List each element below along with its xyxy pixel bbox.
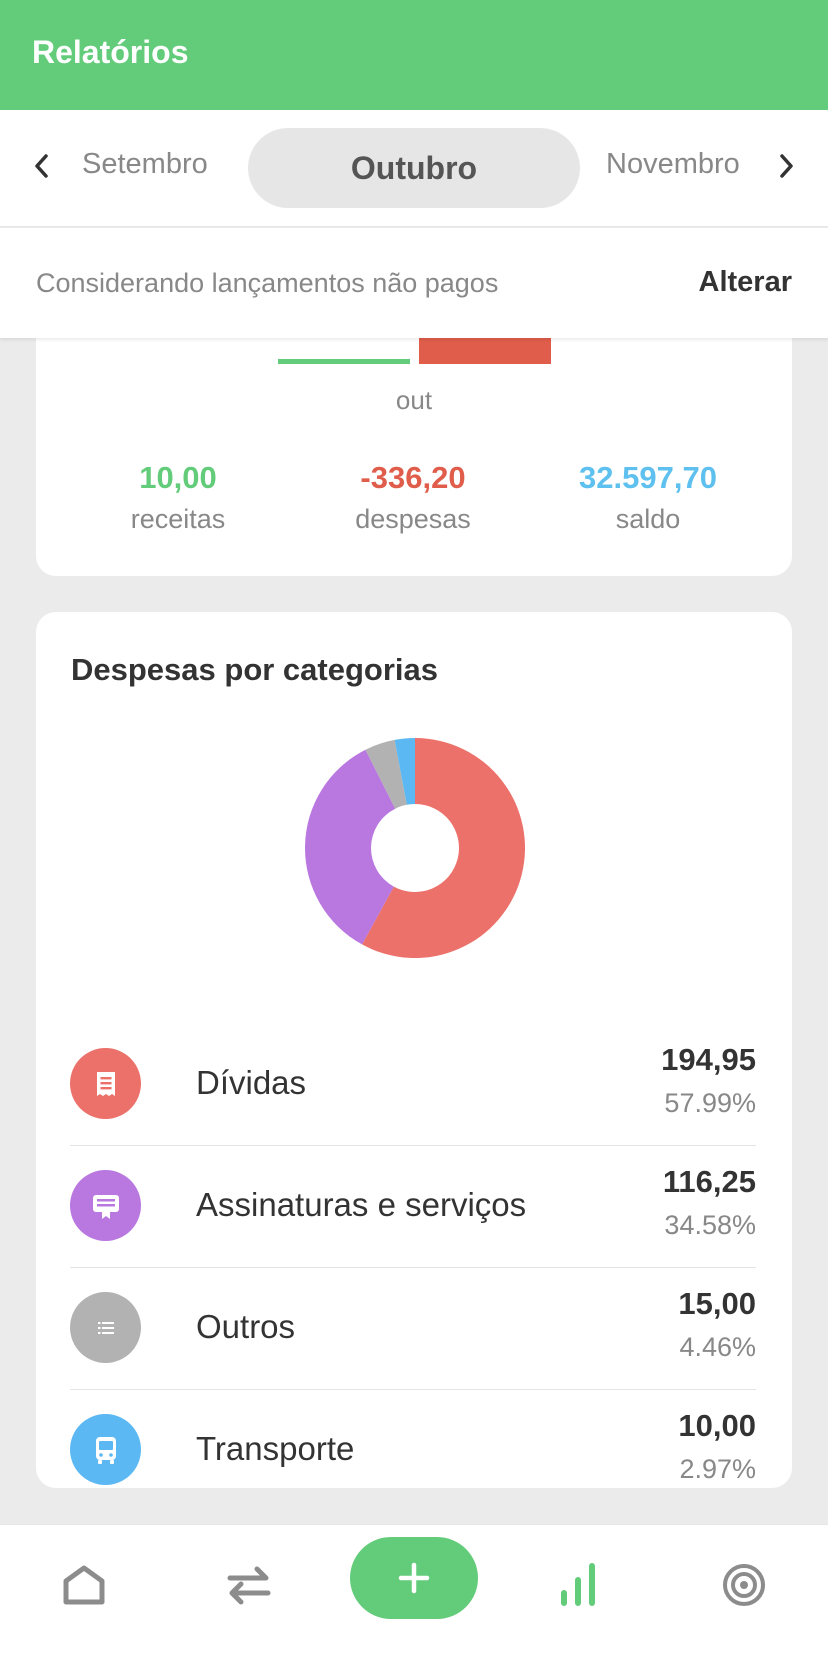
target-icon[interactable] bbox=[714, 1555, 774, 1615]
chevron-right-icon[interactable] bbox=[772, 146, 800, 186]
overview-card bbox=[36, 300, 792, 576]
category-amount: 10,00 bbox=[678, 1408, 756, 1443]
expense-bar bbox=[419, 338, 551, 364]
income-value: 10,00 bbox=[139, 460, 217, 495]
category-percent: 57.99% bbox=[664, 1088, 756, 1118]
expense-summary: -336,20 despesas bbox=[295, 460, 531, 535]
list-icon bbox=[70, 1292, 141, 1363]
bar-chart-icon[interactable] bbox=[548, 1555, 608, 1615]
filter-description: Considerando lançamentos não pagos bbox=[36, 268, 499, 298]
plus-icon bbox=[398, 1562, 430, 1594]
filter-bar: Considerando lançamentos não pagos Alter… bbox=[0, 228, 828, 338]
bar-month-label: out bbox=[395, 385, 433, 415]
previous-month[interactable]: Setembro bbox=[82, 148, 208, 180]
income-bar bbox=[278, 359, 410, 364]
bottom-navigation bbox=[0, 1524, 828, 1654]
category-row[interactable]: Transporte 10,00 2.97% bbox=[70, 1390, 756, 1512]
donut-slice-transporte bbox=[394, 738, 415, 805]
month-selector: Setembro Outubro Novembro bbox=[0, 110, 828, 227]
donut-slice-assinaturas-e-servi-os bbox=[305, 749, 396, 945]
expense-label: despesas bbox=[355, 504, 471, 534]
chevron-left-icon[interactable] bbox=[28, 146, 56, 186]
category-row[interactable]: Dívidas 194,95 57.99% bbox=[70, 1024, 756, 1146]
income-label: receitas bbox=[130, 504, 226, 534]
card-title: Despesas por categorias bbox=[71, 652, 439, 687]
category-donut-chart bbox=[305, 738, 525, 958]
category-name: Assinaturas e serviços bbox=[196, 1186, 527, 1223]
category-row[interactable]: Outros 15,00 4.46% bbox=[70, 1268, 756, 1390]
category-percent: 4.46% bbox=[679, 1332, 756, 1362]
home-icon[interactable] bbox=[54, 1555, 114, 1615]
app-header: Relatórios bbox=[0, 0, 828, 110]
income-summary: 10,00 receitas bbox=[60, 460, 296, 535]
category-name: Dívidas bbox=[196, 1064, 307, 1101]
expenses-by-category-card: Despesas por categorias Dívidas 194,95 5… bbox=[36, 612, 792, 1488]
change-filter-button[interactable]: Alterar bbox=[698, 266, 793, 298]
balance-summary: 32.597,70 saldo bbox=[530, 460, 766, 535]
current-month[interactable]: Outubro bbox=[248, 128, 580, 208]
category-amount: 116,25 bbox=[662, 1164, 756, 1199]
category-percent: 2.97% bbox=[679, 1454, 756, 1484]
donut-slice-outros bbox=[365, 739, 407, 809]
category-row[interactable]: Assinaturas e serviços 116,25 34.58% bbox=[70, 1146, 756, 1268]
category-name: Transporte bbox=[196, 1430, 355, 1467]
receipt-icon bbox=[70, 1048, 141, 1119]
donut-slice-d-vidas bbox=[362, 738, 525, 958]
add-transaction-button[interactable] bbox=[350, 1537, 478, 1619]
category-percent: 34.58% bbox=[664, 1210, 756, 1240]
balance-label: saldo bbox=[615, 504, 681, 534]
page-title: Relatórios bbox=[32, 34, 189, 70]
expense-value: -336,20 bbox=[360, 460, 466, 495]
monitor-icon bbox=[70, 1170, 141, 1241]
category-name: Outros bbox=[196, 1308, 296, 1345]
balance-value: 32.597,70 bbox=[579, 460, 717, 495]
next-month[interactable]: Novembro bbox=[606, 148, 740, 180]
transfer-icon[interactable] bbox=[219, 1555, 279, 1615]
category-amount: 194,95 bbox=[661, 1042, 756, 1077]
bus-icon bbox=[70, 1414, 141, 1485]
category-amount: 15,00 bbox=[678, 1286, 756, 1321]
